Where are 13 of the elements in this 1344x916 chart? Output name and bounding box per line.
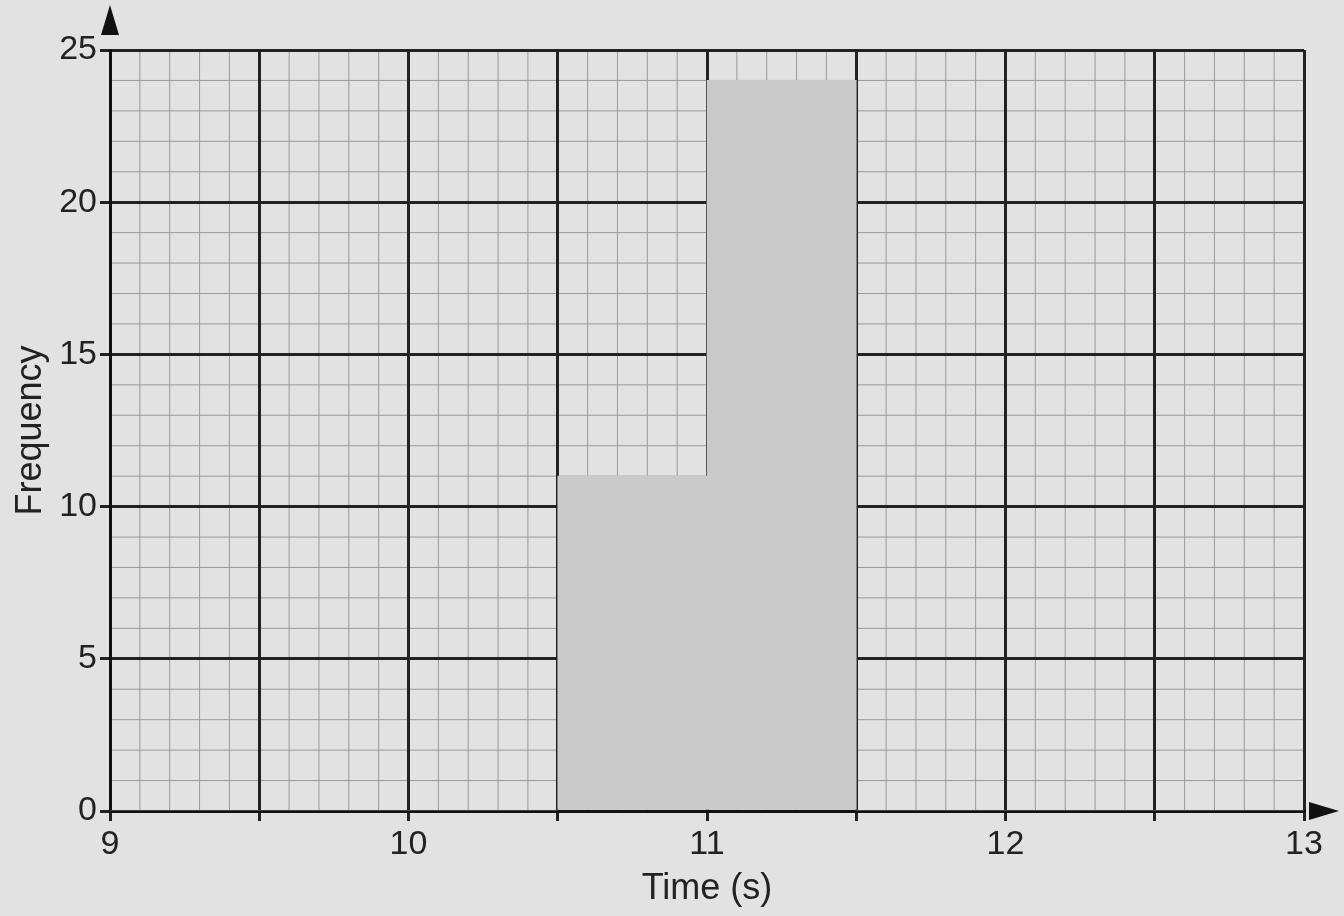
x-tick-label: 11 bbox=[689, 822, 725, 861]
y-tick-label: 0 bbox=[78, 789, 98, 828]
y-axis-title: Frequency bbox=[7, 345, 49, 516]
x-tick-label: 13 bbox=[1285, 822, 1323, 861]
x-tick-label: 12 bbox=[986, 822, 1025, 861]
x-tick-label: 9 bbox=[100, 822, 120, 861]
x-tick-label: 10 bbox=[389, 822, 428, 861]
y-tick-label: 25 bbox=[59, 28, 98, 67]
y-tick-label: 10 bbox=[59, 484, 98, 523]
y-tick-label: 20 bbox=[59, 180, 98, 219]
y-tick-label: 15 bbox=[59, 332, 98, 371]
y-tick-label: 5 bbox=[78, 637, 98, 676]
x-axis-title: Time (s) bbox=[641, 866, 773, 908]
